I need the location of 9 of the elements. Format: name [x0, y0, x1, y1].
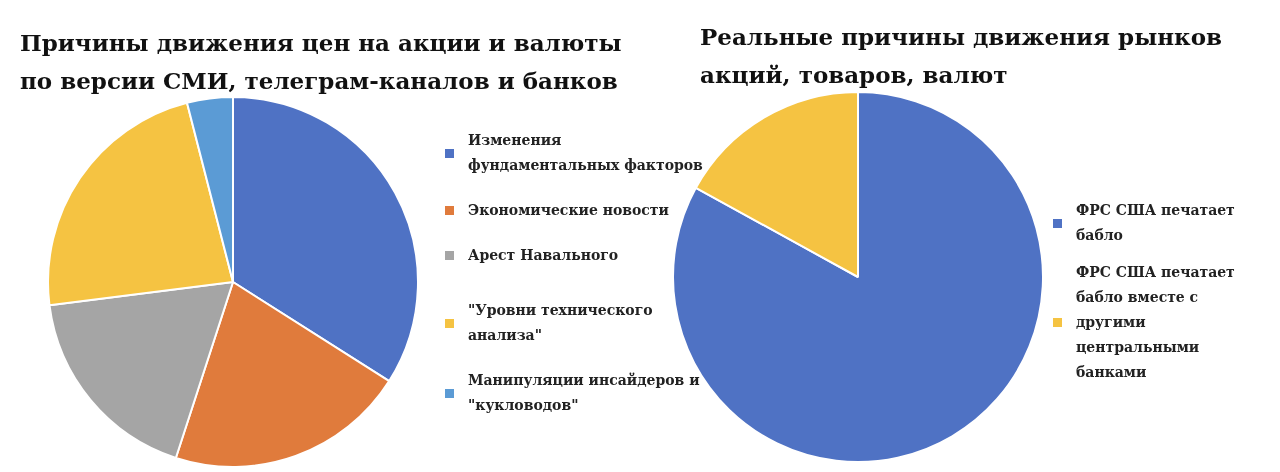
legend-label: ФРС США печатает бабло вместе с другими центральными банками: [1076, 263, 1236, 382]
legend-label: "Уровни технического анализа": [468, 301, 654, 345]
legend-label: ФРС США печатает бабло: [1076, 201, 1236, 245]
legend-label: Изменения фундаментальных факторов: [468, 131, 703, 175]
chart-title: Причины движения цен на акции и валюты по версии СМИ, телеграм-каналов и банков: [20, 28, 623, 96]
legend-label: Манипуляции инсайдеров и "кукловодов": [468, 371, 701, 415]
chart-title: Реальные причины движения рынков акций, товаров, валют: [700, 22, 1223, 90]
legend-label: Экономические новости: [468, 201, 669, 220]
legend-label: Арест Навального: [468, 246, 619, 265]
